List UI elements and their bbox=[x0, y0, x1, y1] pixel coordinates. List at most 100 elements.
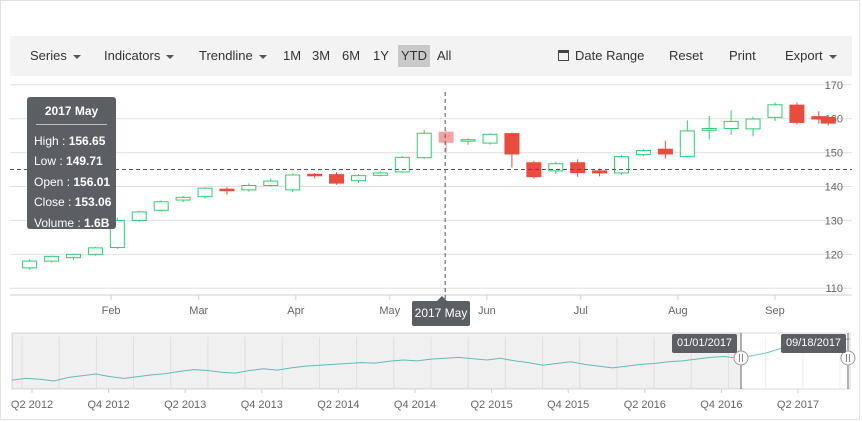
calendar-icon bbox=[558, 50, 569, 61]
series-dropdown[interactable]: Series bbox=[30, 36, 81, 76]
navigator-x-label: Q4 2014 bbox=[394, 399, 436, 411]
candle-body bbox=[789, 104, 805, 123]
candle-body bbox=[175, 196, 191, 201]
navigator-x-label: Q4 2016 bbox=[700, 399, 742, 411]
candle-body bbox=[657, 148, 673, 155]
candle-body bbox=[526, 162, 542, 178]
candle bbox=[745, 116, 761, 137]
candle-body bbox=[22, 260, 38, 269]
period-ytd-button[interactable]: YTD bbox=[398, 45, 430, 67]
tooltip-title: 2017 May bbox=[44, 104, 99, 118]
tooltip-divider bbox=[36, 124, 107, 125]
x-tick-label: Aug bbox=[668, 305, 688, 317]
candle bbox=[701, 115, 717, 140]
y-tick-label: 110 bbox=[825, 283, 843, 295]
candle bbox=[767, 102, 783, 122]
period-6m-button[interactable]: 6M bbox=[342, 48, 361, 63]
x-tick-label: Feb bbox=[102, 305, 121, 317]
reset-button[interactable]: Reset bbox=[669, 48, 703, 63]
y-tick-label: 140 bbox=[825, 182, 843, 194]
candle bbox=[438, 130, 454, 154]
candles bbox=[22, 102, 836, 270]
candle bbox=[635, 149, 651, 156]
chevron-down-icon bbox=[166, 54, 175, 59]
indicators-label: Indicators bbox=[104, 48, 161, 63]
candle-body bbox=[723, 120, 739, 130]
candle bbox=[329, 172, 345, 185]
period-all-button[interactable]: All bbox=[437, 48, 452, 63]
candle-body bbox=[241, 184, 257, 191]
print-button[interactable]: Print bbox=[729, 48, 756, 63]
x-axis-labels: Feb Mar Apr May Jun Jul Aug Sep bbox=[102, 295, 785, 317]
date-range-label: Date Range bbox=[575, 48, 645, 63]
candle-body bbox=[548, 163, 564, 172]
candle-body bbox=[767, 104, 783, 118]
candle bbox=[197, 187, 213, 199]
y-tick-label: 130 bbox=[825, 215, 843, 227]
y-tick-label: 150 bbox=[825, 148, 843, 160]
navigator-x-label: Q2 2013 bbox=[164, 399, 206, 411]
candle bbox=[131, 210, 147, 222]
candle-body bbox=[438, 131, 454, 143]
candle-body bbox=[614, 156, 630, 174]
candle bbox=[504, 132, 520, 168]
period-1y-button[interactable]: 1Y bbox=[373, 48, 389, 63]
x-tick-label: Apr bbox=[287, 305, 304, 317]
candle bbox=[285, 173, 301, 192]
candle-body bbox=[197, 187, 213, 198]
candle bbox=[820, 115, 836, 126]
candle bbox=[570, 159, 586, 177]
candle-body bbox=[679, 130, 695, 158]
export-dropdown[interactable]: Export bbox=[785, 36, 837, 76]
navigator-end-label: 09/18/2017 bbox=[781, 334, 847, 353]
toolbar: Series Indicators Trendline 1M 3M 6M 1Y … bbox=[10, 36, 852, 76]
period-3m-button[interactable]: 3M bbox=[312, 48, 331, 63]
crosshair bbox=[10, 92, 852, 301]
trendline-dropdown[interactable]: Trendline bbox=[199, 36, 267, 76]
candle-body bbox=[820, 116, 836, 124]
candle bbox=[22, 259, 38, 270]
navigator-unselected-region bbox=[12, 333, 741, 389]
candle bbox=[219, 187, 235, 195]
navigator-start-label: 01/01/2017 bbox=[672, 334, 738, 353]
candle-body bbox=[350, 175, 366, 182]
crosshair-x-label: 2017 May bbox=[412, 296, 470, 326]
navigator-end-handle[interactable] bbox=[840, 350, 856, 366]
candle-body bbox=[701, 128, 717, 131]
candle bbox=[241, 183, 257, 192]
candle-body bbox=[745, 118, 761, 130]
candle-body bbox=[307, 173, 323, 177]
handle-circle bbox=[733, 350, 749, 366]
candle bbox=[482, 133, 498, 145]
period-1m-button[interactable]: 1M bbox=[283, 48, 302, 63]
candle-body bbox=[592, 170, 608, 174]
candle bbox=[372, 171, 388, 177]
candle-body bbox=[131, 211, 147, 221]
x-tick-label: Jul bbox=[574, 305, 588, 317]
tooltip-row-volume: Volume : 1.6B bbox=[34, 215, 110, 230]
candle bbox=[87, 246, 103, 256]
chevron-down-icon bbox=[828, 54, 837, 59]
candle-body bbox=[482, 133, 498, 144]
navigator-x-label: Q2 2016 bbox=[624, 399, 666, 411]
candle-body bbox=[66, 253, 81, 259]
x-tick-label: Sep bbox=[765, 305, 785, 317]
candle-body bbox=[394, 156, 410, 173]
candle-body bbox=[416, 132, 432, 159]
candle-body bbox=[153, 201, 169, 211]
candle-body bbox=[504, 133, 520, 155]
navigator-x-label: Q4 2013 bbox=[241, 399, 283, 411]
series-label: Series bbox=[30, 48, 67, 63]
indicators-dropdown[interactable]: Indicators bbox=[104, 36, 175, 76]
chevron-down-icon bbox=[72, 54, 81, 59]
navigator-start-handle[interactable] bbox=[733, 350, 749, 366]
date-range-button[interactable]: Date Range bbox=[558, 36, 644, 76]
candle bbox=[679, 120, 695, 158]
candle bbox=[175, 195, 191, 203]
candle-body bbox=[570, 162, 586, 174]
x-tick-label: May bbox=[379, 305, 400, 317]
tooltip-row-open: Open : 156.01 bbox=[34, 174, 111, 189]
y-axis-labels: 110120130140150160170 bbox=[825, 80, 843, 295]
